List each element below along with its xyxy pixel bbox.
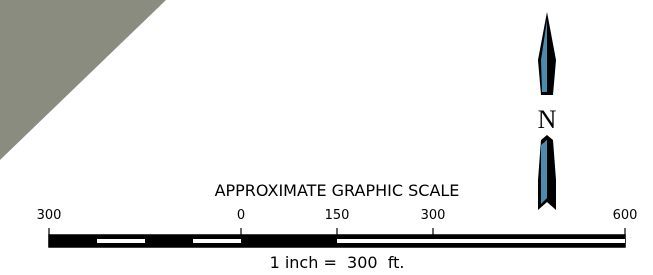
tick-label: 300 [421,208,446,223]
bar-segment [145,239,193,243]
page: APPROXIMATE GRAPHIC SCALE 3000150300600 … [0,0,653,275]
tick-label: 300 [37,208,62,223]
map-corner [0,0,166,160]
scale-bar [49,235,625,247]
tick-label: 600 [613,208,638,223]
bar-segment [241,239,337,243]
bar-segment [433,239,625,243]
arrow-lower-fill [541,140,547,204]
tick-label: 0 [237,208,245,223]
map-legend: APPROXIMATE GRAPHIC SCALE 3000150300600 … [0,0,653,275]
tick-label: 150 [325,208,350,223]
north-arrow: N [538,12,557,210]
north-label: N [538,105,557,134]
bar-top [49,235,625,239]
bar-segment [49,239,97,243]
bar-bottom [49,243,625,247]
scale-note: 1 inch = 300 ft. [270,253,405,272]
scale-title: APPROXIMATE GRAPHIC SCALE [215,181,460,200]
